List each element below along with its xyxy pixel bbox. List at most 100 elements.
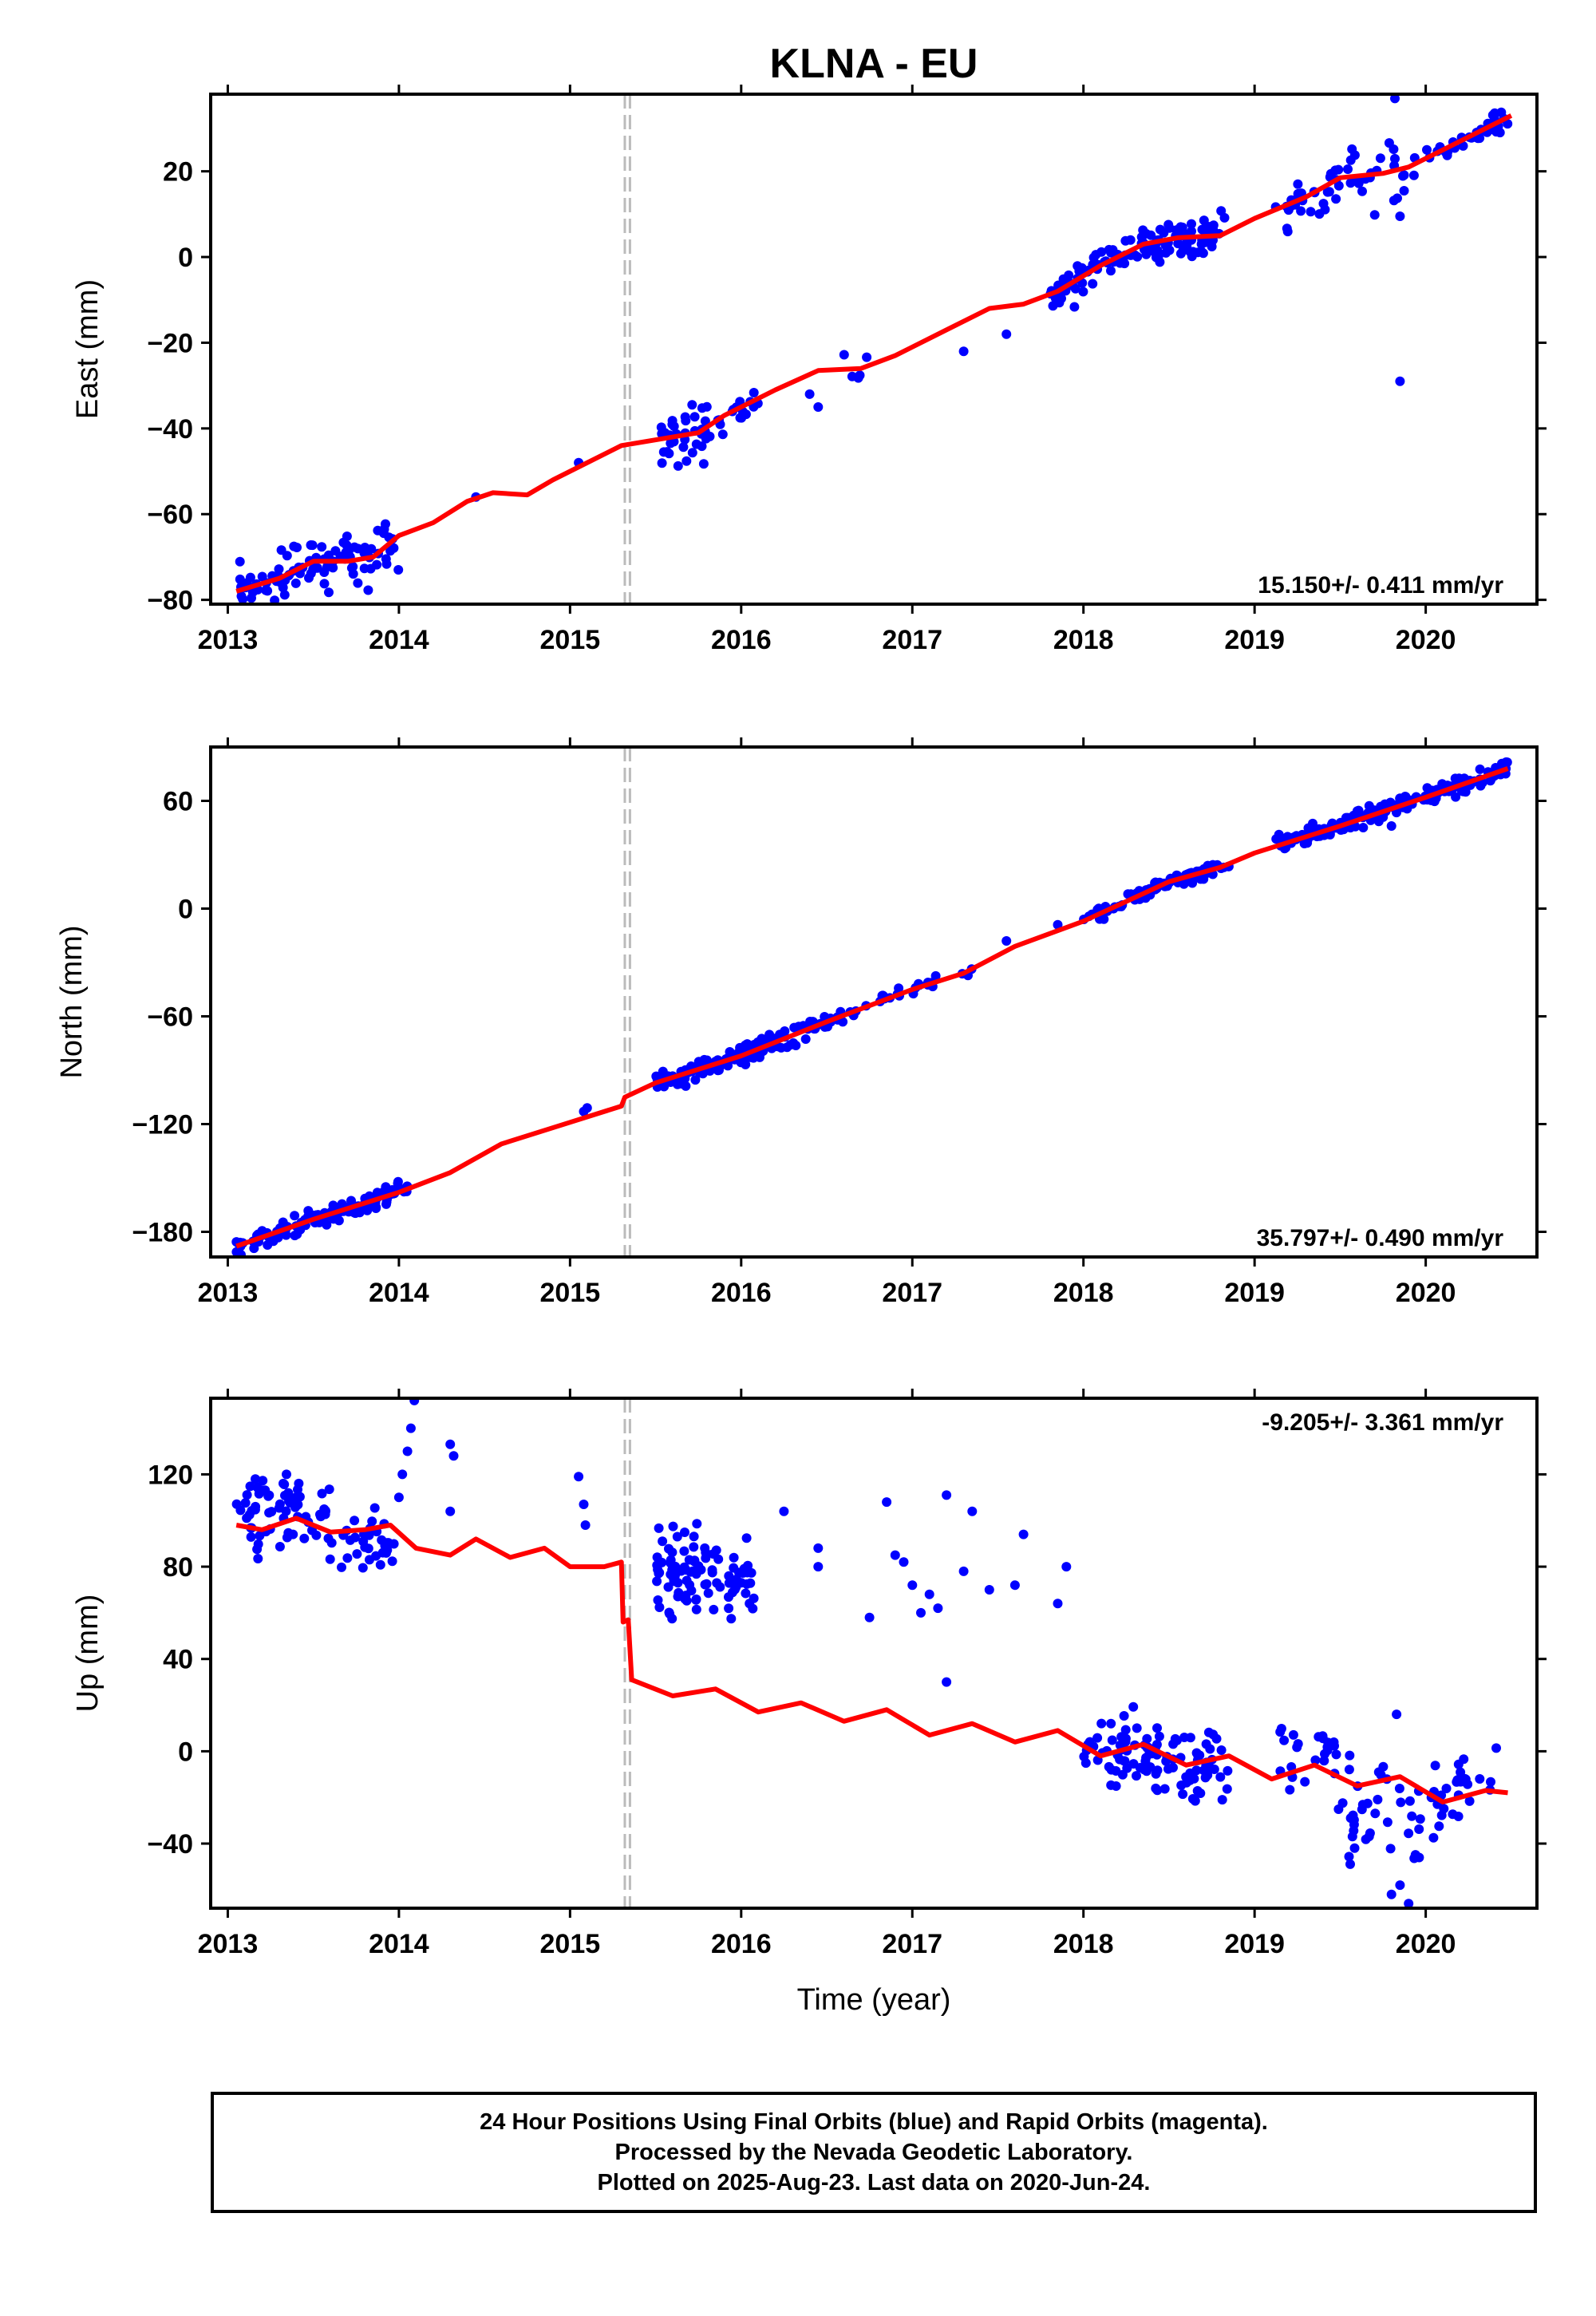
up-obs-point <box>1404 1828 1414 1839</box>
up-obs-point <box>294 1492 305 1502</box>
up-obs-point <box>681 1591 691 1601</box>
north-obs-point <box>1497 758 1507 769</box>
east-obs-point <box>691 439 701 449</box>
north-x-tick-label: 2015 <box>540 1278 601 1308</box>
up-obs-point <box>1120 1725 1131 1735</box>
east-obs-point <box>1349 150 1360 160</box>
north-obs-point <box>236 1250 246 1257</box>
east-obs-point <box>353 578 363 588</box>
east-obs-point <box>1408 170 1419 180</box>
up-obs-point <box>1344 1852 1354 1862</box>
up-obs-point <box>282 1469 291 1480</box>
east-y-tick-label: −80 <box>147 586 193 616</box>
east-obs-point <box>1395 211 1405 221</box>
east-obs-point <box>680 412 690 422</box>
up-obs-point <box>1361 1834 1371 1844</box>
east-obs-point <box>324 587 334 598</box>
up-obs-point <box>1407 1811 1417 1821</box>
up-obs-point <box>691 1594 701 1604</box>
north-obs-point <box>690 1075 701 1085</box>
north-obs-point <box>290 1231 300 1241</box>
north-obs-point <box>785 1040 796 1050</box>
east-obs-point <box>1296 206 1306 216</box>
up-rate-label: -9.205+/- 3.361 mm/yr <box>1262 1409 1503 1436</box>
up-obs-point <box>1385 1844 1396 1854</box>
north-obs-point <box>257 1226 267 1236</box>
east-obs-point <box>1088 252 1099 263</box>
up-obs-point <box>342 1553 353 1563</box>
east-obs-point <box>282 551 292 561</box>
up-obs-point <box>899 1557 909 1567</box>
north-x-tick-label: 2017 <box>882 1278 942 1308</box>
north-obs-point <box>1341 812 1351 823</box>
up-obs-point <box>377 1547 388 1558</box>
north-obs-point <box>1099 914 1109 924</box>
north-obs-point <box>1303 823 1314 833</box>
east-obs-point <box>1001 329 1012 339</box>
up-obs-point <box>1310 1755 1321 1765</box>
up-obs-point <box>882 1497 892 1508</box>
up-obs-point <box>1142 1733 1152 1744</box>
up-obs-point <box>409 1398 420 1405</box>
up-obs-point <box>724 1592 733 1603</box>
up-obs-point <box>681 1575 692 1586</box>
up-obs-point <box>653 1595 663 1605</box>
up-obs-point <box>282 1532 292 1543</box>
up-obs-point <box>668 1521 678 1531</box>
up-obs-point <box>1132 1723 1142 1733</box>
up-obs-point <box>1404 1796 1415 1806</box>
north-obs-point <box>1001 936 1012 946</box>
east-obs-point <box>317 542 327 552</box>
north-obs-point <box>698 1057 709 1067</box>
up-obs-point <box>1276 1724 1286 1733</box>
east-obs-point <box>1172 227 1183 238</box>
up-obs-point <box>405 1423 416 1433</box>
up-obs-point <box>1373 1794 1383 1804</box>
up-obs-point <box>1486 1777 1495 1787</box>
east-obs-point <box>701 401 712 412</box>
up-x-tick-label: 2016 <box>711 1929 772 1959</box>
up-obs-point <box>253 1554 263 1563</box>
east-obs-point <box>749 388 759 397</box>
up-obs-point <box>779 1506 789 1516</box>
up-obs-point <box>1453 1812 1464 1821</box>
up-obs-point <box>280 1490 290 1500</box>
up-obs-point <box>1092 1733 1103 1743</box>
north-plot-area <box>231 747 1512 1257</box>
east-obs-point <box>373 525 383 536</box>
up-y-tick-label: 120 <box>148 1460 193 1490</box>
east-obs-point <box>1331 194 1341 204</box>
up-obs-point <box>242 1513 252 1524</box>
up-obs-point <box>1345 1750 1355 1761</box>
up-obs-point <box>1395 1880 1405 1891</box>
east-obs-point <box>1108 245 1118 255</box>
up-obs-point <box>326 1538 337 1548</box>
up-obs-point <box>1386 1889 1396 1899</box>
east-obs-point <box>1173 239 1183 249</box>
up-obs-point <box>1215 1772 1226 1782</box>
up-obs-point <box>317 1488 327 1499</box>
east-obs-point <box>813 402 824 412</box>
up-y-tick-label: 40 <box>163 1645 193 1675</box>
east-obs-point <box>1106 266 1116 276</box>
up-obs-point <box>350 1532 360 1543</box>
up-obs-point <box>1104 1761 1114 1772</box>
east-model-line <box>235 113 1513 594</box>
east-obs-point <box>664 449 674 459</box>
up-obs-point <box>311 1530 322 1540</box>
east-obs-point <box>1196 239 1207 249</box>
up-obs-point <box>654 1603 665 1612</box>
east-obs-point <box>274 564 284 575</box>
up-obs-point <box>666 1555 676 1565</box>
east-obs-point <box>689 412 700 422</box>
east-obs-point <box>306 568 316 579</box>
east-obs-point <box>279 590 290 600</box>
up-obs-point <box>741 1588 751 1599</box>
up-obs-point <box>1187 1794 1198 1804</box>
up-x-tick-label: 2013 <box>198 1929 259 1959</box>
east-obs-point <box>1187 251 1197 262</box>
up-obs-point <box>1202 1766 1212 1777</box>
up-obs-point <box>324 1484 334 1495</box>
up-obs-point <box>1222 1784 1232 1794</box>
up-obs-point <box>393 1492 404 1503</box>
